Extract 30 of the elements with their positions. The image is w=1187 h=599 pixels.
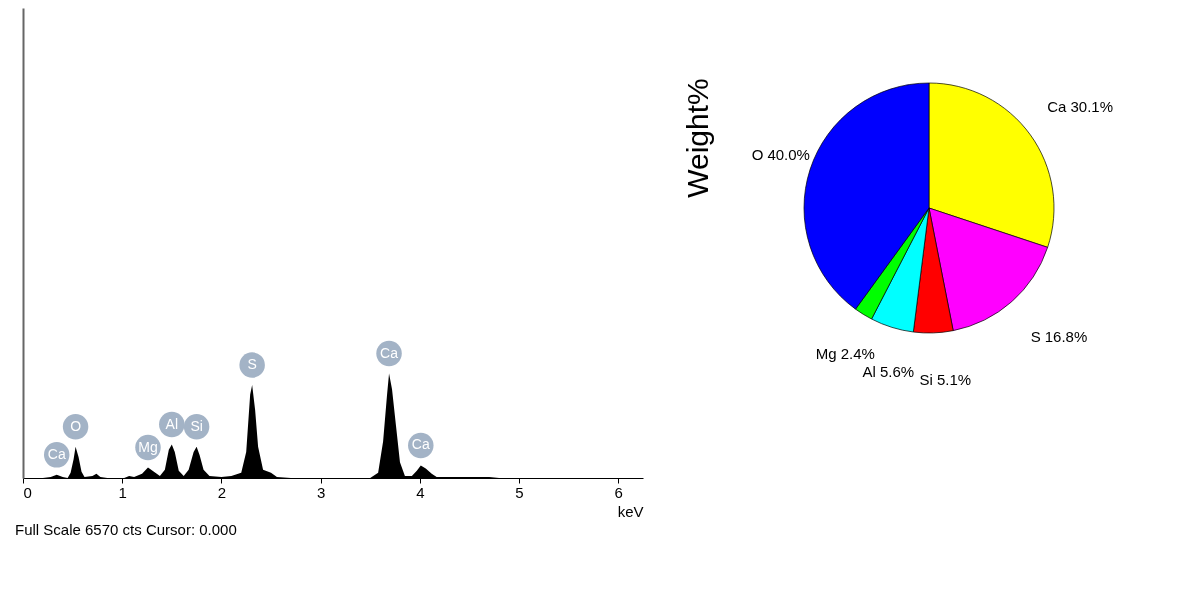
x-tick-label: 2 bbox=[217, 483, 227, 501]
data-label: 40.0% bbox=[767, 145, 810, 163]
data-label: 16.8% bbox=[1044, 328, 1088, 346]
slice-label: Si bbox=[919, 370, 933, 388]
annotation: O bbox=[70, 417, 82, 434]
annotation: Al bbox=[165, 415, 179, 432]
x-tick-label: 3 bbox=[316, 483, 326, 501]
slice-label: Al bbox=[862, 363, 876, 381]
x-tick-label: 6 bbox=[614, 483, 623, 501]
x-tick-label: 4 bbox=[416, 483, 425, 501]
slice-label: Ca bbox=[1047, 98, 1068, 116]
x-axis-title: keV bbox=[617, 502, 644, 520]
slice-label: Mg bbox=[815, 345, 837, 363]
data-label: 5.6% bbox=[879, 363, 915, 381]
data-label: 30.1% bbox=[1070, 98, 1114, 116]
data-label: 2.4% bbox=[840, 345, 875, 363]
annotation: Ca bbox=[380, 344, 399, 361]
annotation: Ca bbox=[47, 445, 66, 462]
annotation: Si bbox=[190, 417, 203, 434]
x-tick-label: 1 bbox=[118, 483, 127, 501]
text: Weight% bbox=[681, 78, 714, 198]
data-label: 5.1% bbox=[936, 370, 972, 388]
slice-label: O bbox=[751, 145, 764, 163]
slice-label: S bbox=[1030, 328, 1041, 346]
annotation: S bbox=[247, 356, 257, 373]
annotation: Ca bbox=[411, 436, 430, 453]
x-tick-label: 0 bbox=[23, 483, 32, 501]
x-tick-label: 5 bbox=[515, 483, 524, 501]
annotation: Mg bbox=[138, 438, 158, 455]
text: Full Scale 6570 cts Cursor: 0.000 bbox=[15, 521, 237, 538]
